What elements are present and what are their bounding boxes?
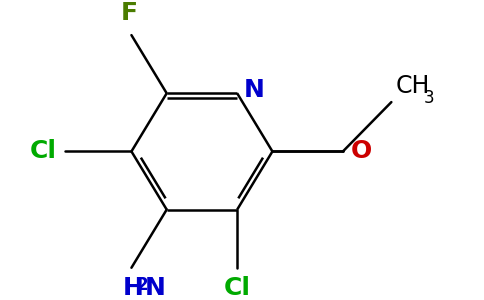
Text: CH: CH <box>396 74 430 98</box>
Text: Cl: Cl <box>224 276 251 300</box>
Text: 2: 2 <box>136 276 148 294</box>
Text: N: N <box>145 276 166 300</box>
Text: O: O <box>351 140 372 164</box>
Text: N: N <box>243 78 264 102</box>
Text: H: H <box>122 276 144 300</box>
Text: 3: 3 <box>424 88 435 106</box>
Text: F: F <box>121 2 137 26</box>
Text: Cl: Cl <box>30 140 57 164</box>
